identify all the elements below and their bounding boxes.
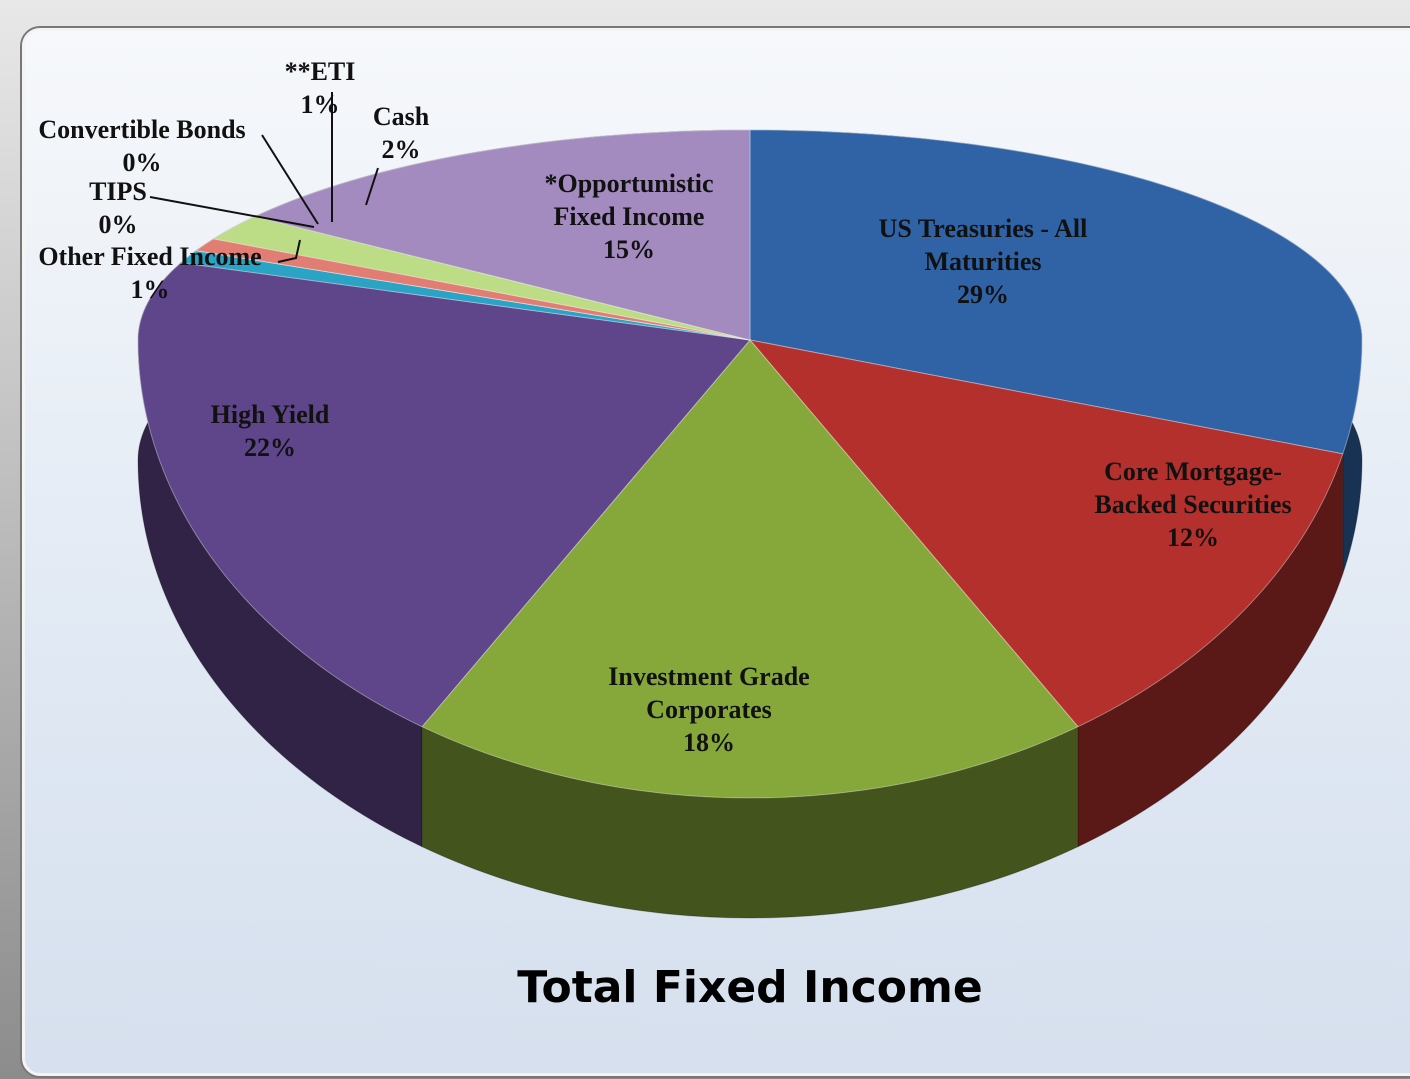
slice — [194, 238, 751, 341]
category-label: **ETI — [284, 57, 356, 86]
category-label: Convertible Bonds — [38, 115, 246, 144]
leader-line — [149, 196, 315, 228]
category-label: US Treasuries - All Maturities — [878, 214, 1088, 276]
value-label: 0% — [122, 148, 162, 177]
slice-label: Cash 2% — [351, 100, 451, 166]
slice — [749, 129, 1363, 455]
slice — [137, 262, 751, 728]
slice-label: Other Fixed Income 1% — [5, 240, 295, 306]
value-label: 12% — [1167, 523, 1219, 552]
value-label: 1% — [300, 90, 340, 119]
value-label: 22% — [244, 433, 296, 462]
value-label: 18% — [683, 728, 735, 757]
slice-side — [1077, 453, 1344, 848]
category-label: Other Fixed Income — [38, 242, 262, 271]
leader-line — [365, 167, 379, 206]
slice-label: Convertible Bonds 0% — [12, 113, 272, 179]
slice-label: US Treasuries - All Maturities 29% — [853, 212, 1113, 311]
value-label: 2% — [381, 135, 421, 164]
slice-label: TIPS 0% — [58, 175, 178, 241]
chart-title: Total Fixed Income — [517, 962, 983, 1013]
slice — [748, 339, 1344, 728]
slice-label: Core Mortgage-Backed Securities 12% — [1063, 455, 1323, 554]
leader-line — [277, 239, 301, 263]
slice — [212, 216, 751, 341]
slice-label: *Opportunistic Fixed Income 15% — [519, 167, 739, 266]
value-label: 0% — [98, 210, 138, 239]
category-label: Cash — [372, 102, 430, 131]
value-label: 29% — [957, 280, 1009, 309]
slice-label: Investment Grade Corporates 18% — [579, 660, 839, 759]
category-label: *Opportunistic Fixed Income — [544, 169, 714, 231]
slice — [421, 339, 1079, 799]
slice-label: **ETI 1% — [260, 55, 380, 121]
slice — [253, 129, 751, 341]
leader-line — [261, 134, 319, 225]
value-label: 15% — [603, 235, 655, 264]
value-label: 1% — [130, 275, 170, 304]
category-label: Investment Grade Corporates — [608, 662, 810, 724]
category-label: High Yield — [210, 400, 330, 429]
category-label: TIPS — [89, 177, 147, 206]
slice — [179, 250, 751, 341]
slice-label: High Yield 22% — [170, 398, 370, 464]
category-label: Core Mortgage-Backed Securities — [1094, 457, 1292, 519]
